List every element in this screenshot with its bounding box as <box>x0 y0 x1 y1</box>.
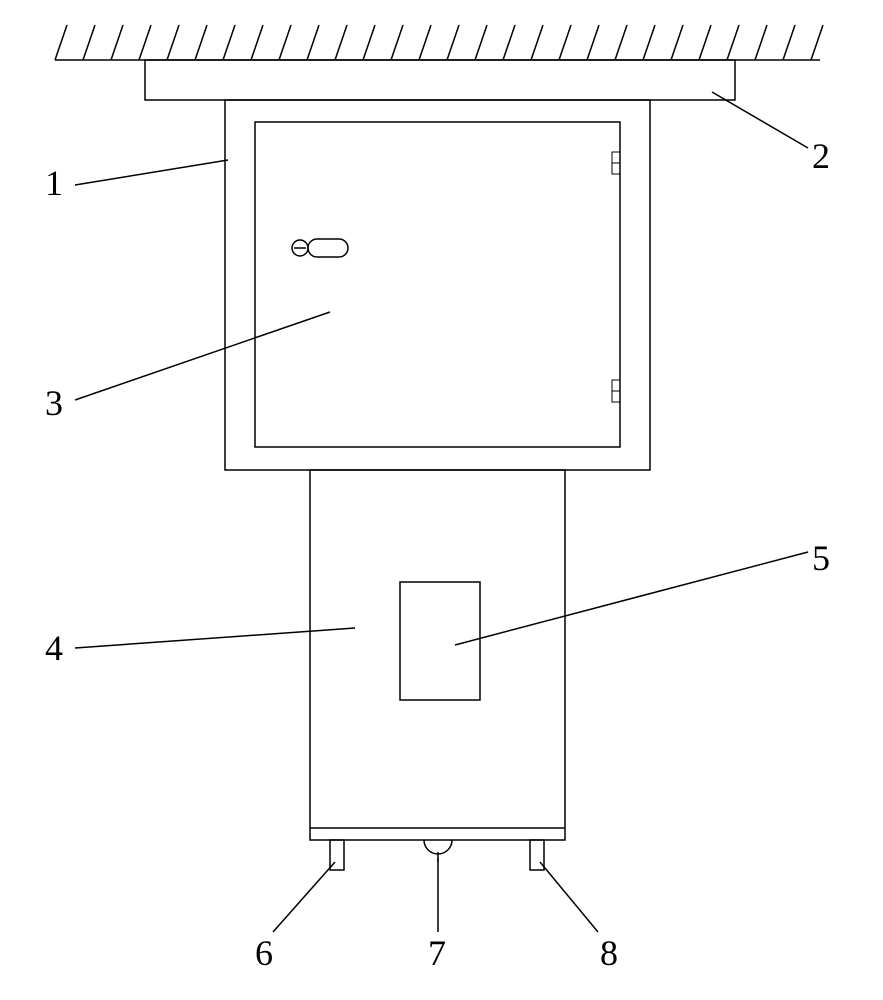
callout-label: 1 <box>45 163 63 203</box>
leader-line <box>540 862 598 932</box>
door-hinge <box>612 152 620 174</box>
lower-body <box>310 470 565 840</box>
callout-label: 7 <box>428 933 446 973</box>
leader-line <box>75 628 355 648</box>
callout-label: 8 <box>600 933 618 973</box>
top-plate <box>145 60 735 100</box>
cabinet-door <box>255 122 620 447</box>
leader-line <box>273 862 335 932</box>
callout-label: 3 <box>45 383 63 423</box>
door-hinge <box>612 380 620 402</box>
leader-line <box>75 312 330 400</box>
callout-label: 6 <box>255 933 273 973</box>
foot <box>530 840 544 870</box>
callout-label: 4 <box>45 628 63 668</box>
leader-line <box>75 160 228 185</box>
cabinet-body <box>225 100 650 470</box>
leader-line <box>712 92 808 148</box>
callout-label: 2 <box>812 136 830 176</box>
hatch-pattern <box>55 25 823 60</box>
door-handle <box>292 239 348 257</box>
leader-line <box>455 552 808 645</box>
callout-label: 5 <box>812 538 830 578</box>
